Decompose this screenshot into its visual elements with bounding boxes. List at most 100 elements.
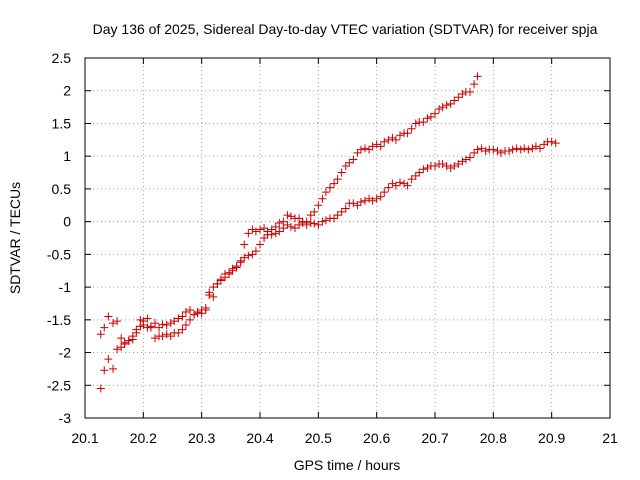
data-point-series-2 xyxy=(446,163,455,172)
data-point-series-2 xyxy=(201,306,210,314)
data-point-series-2 xyxy=(481,146,490,155)
data-point-series-2 xyxy=(384,183,393,192)
data-point-series-1 xyxy=(166,319,175,328)
data-point-series-2 xyxy=(450,162,459,170)
data-point-series-2 xyxy=(391,181,400,190)
data-point-series-2 xyxy=(419,165,428,174)
y-tick-label: -1.5 xyxy=(47,312,71,328)
data-point-series-2 xyxy=(466,153,474,162)
data-point-series-1 xyxy=(306,211,315,220)
data-point-series-1 xyxy=(209,283,218,292)
data-point-series-1 xyxy=(423,114,432,123)
data-point-series-2 xyxy=(458,157,467,166)
data-point-series-2 xyxy=(128,332,137,341)
y-tick-label: -0.5 xyxy=(47,246,71,262)
data-point-series-2 xyxy=(139,317,148,326)
data-point-series-2 xyxy=(240,240,249,249)
x-tick-label: 20.6 xyxy=(363,430,390,446)
data-point-series-1 xyxy=(318,194,327,203)
x-tick-label: 20.8 xyxy=(480,430,507,446)
data-point-series-2 xyxy=(314,220,323,229)
grid-lines xyxy=(85,58,610,418)
data-point-series-2 xyxy=(104,312,113,321)
data-point-series-2 xyxy=(403,181,412,190)
x-tick-label: 20.3 xyxy=(188,430,215,446)
data-point-series-2 xyxy=(124,336,133,345)
data-point-series-2 xyxy=(365,194,374,203)
data-point-series-2 xyxy=(244,229,253,238)
plot-frame xyxy=(84,57,611,419)
data-point-series-1 xyxy=(458,90,467,98)
data-point-series-2 xyxy=(470,148,479,157)
data-point-series-1 xyxy=(376,142,385,151)
data-point-series-2 xyxy=(368,196,377,205)
data-point-series-2 xyxy=(275,218,284,227)
data-point-series-2 xyxy=(213,279,222,288)
data-point-series-2 xyxy=(117,334,126,343)
data-point-series-1 xyxy=(435,105,444,114)
data-point-series-2 xyxy=(361,196,369,205)
data-point-series-2 xyxy=(109,319,117,328)
data-point-series-2 xyxy=(221,270,229,278)
data-point-series-2 xyxy=(547,137,556,146)
data-point-series-2 xyxy=(318,217,327,226)
data-point-series-2 xyxy=(477,144,486,153)
data-point-series-2 xyxy=(524,145,533,154)
data-point-series-2 xyxy=(113,317,122,326)
data-point-series-2 xyxy=(248,225,257,234)
data-point-series-1 xyxy=(158,320,167,329)
data-point-series-2 xyxy=(186,315,194,324)
data-point-series-2 xyxy=(431,162,439,170)
data-point-series-2 xyxy=(271,222,280,231)
data-point-series-1 xyxy=(104,355,113,364)
data-point-series-1 xyxy=(365,145,374,154)
data-point-series-2 xyxy=(120,338,129,347)
data-point-series-2 xyxy=(286,212,295,221)
data-point-series-2 xyxy=(333,211,342,220)
data-point-series-1 xyxy=(109,364,117,373)
data-point-series-1 xyxy=(368,142,377,151)
data-point-series-1 xyxy=(170,317,179,326)
y-tick-label: 1.5 xyxy=(52,115,72,131)
y-axis-label: SDTVAR / TECUs xyxy=(7,182,23,294)
data-point-series-1 xyxy=(450,96,459,105)
data-point-series-1 xyxy=(333,175,342,184)
y-tick-label: 1 xyxy=(63,148,71,164)
data-point-series-1 xyxy=(286,222,295,231)
data-point-series-2 xyxy=(400,179,409,188)
data-point-series-1 xyxy=(181,307,190,316)
data-point-series-2 xyxy=(256,225,264,234)
data-point-series-1 xyxy=(155,323,164,332)
data-point-series-2 xyxy=(143,314,152,323)
data-point-series-1 xyxy=(330,179,339,188)
y-tick-label: -2 xyxy=(59,345,72,361)
data-point-series-1 xyxy=(275,227,284,236)
data-point-series-1 xyxy=(283,220,292,229)
data-point-series-2 xyxy=(162,330,171,339)
x-tick-labels: 20.1 20.2 20.3 20.4 20.5 20.6 20.7 20.8 20.9 21 xyxy=(71,430,618,446)
data-point-series-1 xyxy=(473,72,482,81)
data-point-series-2 xyxy=(353,201,362,210)
data-point-series-1 xyxy=(353,148,362,157)
data-point-series-2 xyxy=(260,224,269,233)
data-point-series-2 xyxy=(356,198,365,206)
data-point-series-1 xyxy=(411,119,420,128)
data-point-series-1 xyxy=(361,144,369,153)
data-point-series-1 xyxy=(113,345,122,354)
data-point-series-1 xyxy=(256,240,264,249)
data-point-series-2 xyxy=(516,145,525,154)
data-point-series-1 xyxy=(391,135,400,144)
data-point-series-2 xyxy=(388,179,397,188)
data-point-series-2 xyxy=(267,225,276,234)
data-point-series-1 xyxy=(162,321,171,330)
data-point-series-2 xyxy=(496,148,505,157)
data-point-series-1 xyxy=(356,145,365,154)
data-point-series-1 xyxy=(314,201,323,210)
data-point-series-1 xyxy=(100,366,109,375)
data-point-series-2 xyxy=(216,275,225,284)
data-point-series-2 xyxy=(302,220,311,229)
chart-title: Day 136 of 2025, Sidereal Day-to-day VTE… xyxy=(93,21,598,37)
data-point-series-2 xyxy=(380,188,389,197)
data-point-series-1 xyxy=(345,158,354,167)
